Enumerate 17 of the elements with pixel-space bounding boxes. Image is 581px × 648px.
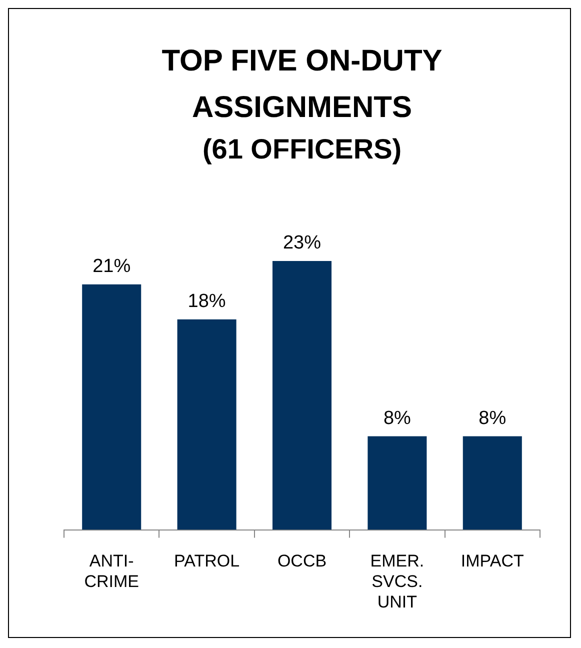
bar [368, 436, 427, 530]
x-tick-label: EMER. SVCS. UNIT [370, 552, 424, 612]
data-label: 8% [383, 408, 412, 430]
x-tick-label: ANTI-CRIME [84, 552, 139, 592]
x-tick-label: IMPACT [460, 552, 524, 571]
bar [272, 260, 332, 530]
data-label: 18% [188, 291, 226, 312]
x-tick-label: PATROL [174, 552, 240, 571]
x-tick-label: OCCB [277, 552, 327, 571]
bar [177, 319, 236, 530]
bar [462, 436, 522, 530]
chart-subtitle: (61 OFFICERS) [202, 134, 402, 165]
data-label: 8% [478, 408, 506, 430]
bar [82, 284, 142, 530]
data-label: 23% [282, 232, 322, 254]
data-label: 21% [92, 256, 131, 278]
chart-title: TOP FIVE ON-DUTY ASSIGNMENTS [162, 44, 442, 124]
